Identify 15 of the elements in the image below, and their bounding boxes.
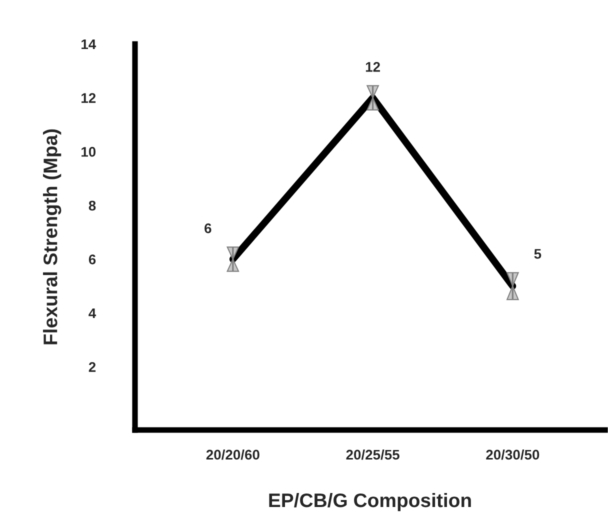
x-tick-label: 20/30/50 [486, 449, 540, 460]
y-tick-label: 10 [82, 146, 96, 157]
x-tick-label: 20/25/55 [346, 449, 400, 460]
x-tick-label: 20/20/60 [206, 449, 260, 460]
y-tick-label: 12 [82, 93, 96, 103]
y-tick-label: 8 [88, 200, 96, 211]
y-axis-title: Flexural Strength (Mpa) [43, 129, 62, 344]
data-label: 6 [204, 223, 212, 234]
y-tick-label: 6 [88, 254, 96, 264]
x-axis-title: EP/CB/G Composition [269, 492, 471, 512]
data-label: 12 [366, 62, 380, 72]
y-tick-label: 14 [82, 39, 96, 50]
y-tick-label: 4 [88, 308, 96, 318]
data-label: 5 [534, 249, 542, 259]
y-tick-label: 2 [88, 362, 96, 372]
